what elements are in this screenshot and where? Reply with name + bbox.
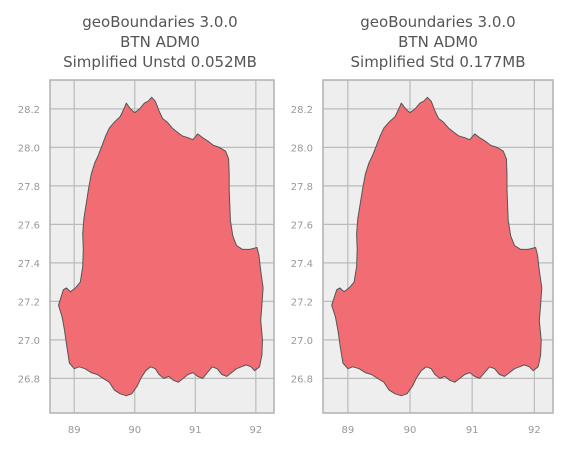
- y-tick-label: 27.2: [291, 297, 313, 308]
- x-tick-label: 92: [528, 425, 541, 436]
- chart-title-line-1: geoBoundaries 3.0.0: [82, 13, 238, 31]
- map-plot: 89 90 91 92 26.8 27.0 27.2 27.4 27.6 27.8 28.0 28.2: [18, 79, 275, 436]
- y-tick-label: 27.6: [291, 220, 313, 231]
- y-tick-label: 27.8: [18, 182, 40, 193]
- y-tick-label: 26.8: [291, 374, 313, 385]
- y-tick-label: 28.2: [291, 105, 313, 116]
- y-tick-label: 27.0: [18, 336, 40, 347]
- country-boundary-shape: [58, 96, 264, 397]
- chart-title-line-2: BTN ADM0: [120, 33, 200, 51]
- x-tick-label: 91: [466, 425, 479, 436]
- y-tick-label: 27.0: [291, 336, 313, 347]
- x-tick-label: 89: [341, 425, 354, 436]
- y-tick-label: 27.8: [291, 182, 313, 193]
- y-tick-label: 28.0: [291, 143, 313, 154]
- x-tick-label: 91: [189, 425, 202, 436]
- y-tick-label: 28.2: [18, 105, 40, 116]
- x-tick-label: 90: [404, 425, 417, 436]
- map-plot: 89 90 91 92 26.8 27.0 27.2 27.4 27.6 27.8 28.0 28.2: [291, 79, 554, 436]
- chart-title: geoBoundaries 3.0.0 BTN ADM0 Simplified …: [50, 12, 270, 72]
- panel-left: geoBoundaries 3.0.0 BTN ADM0 Simplified …: [18, 12, 275, 436]
- panel-right: geoBoundaries 3.0.0 BTN ADM0 Simplified …: [283, 0, 566, 454]
- plot-frame: [322, 79, 554, 414]
- chart-title-line-1: geoBoundaries 3.0.0: [360, 13, 516, 31]
- country-boundary-shape: [331, 96, 543, 397]
- x-tick-label: 92: [249, 425, 262, 436]
- y-tick-label: 26.8: [18, 374, 40, 385]
- chart-title-line-3: Simplified Unstd 0.052MB: [63, 53, 257, 71]
- chart-title: geoBoundaries 3.0.0 BTN ADM0 Simplified …: [323, 12, 553, 72]
- x-tick-label: 90: [128, 425, 141, 436]
- chart-title-line-2: BTN ADM0: [398, 33, 478, 51]
- chart-title-line-3: Simplified Std 0.177MB: [350, 53, 526, 71]
- y-tick-label: 27.4: [18, 259, 40, 270]
- y-tick-label: 27.4: [291, 259, 313, 270]
- plot-frame: [49, 79, 275, 414]
- x-tick-label: 89: [68, 425, 81, 436]
- y-tick-label: 27.6: [18, 220, 40, 231]
- y-tick-label: 28.0: [18, 143, 40, 154]
- y-tick-label: 27.2: [18, 297, 40, 308]
